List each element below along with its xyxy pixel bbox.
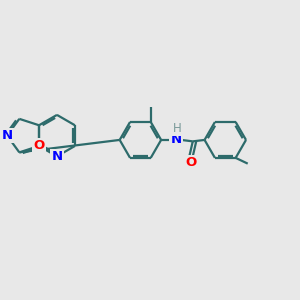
Text: N: N: [170, 134, 182, 146]
Text: O: O: [185, 156, 197, 169]
Text: N: N: [51, 150, 62, 163]
Text: O: O: [33, 140, 45, 152]
Text: H: H: [173, 122, 182, 136]
Text: N: N: [2, 129, 13, 142]
